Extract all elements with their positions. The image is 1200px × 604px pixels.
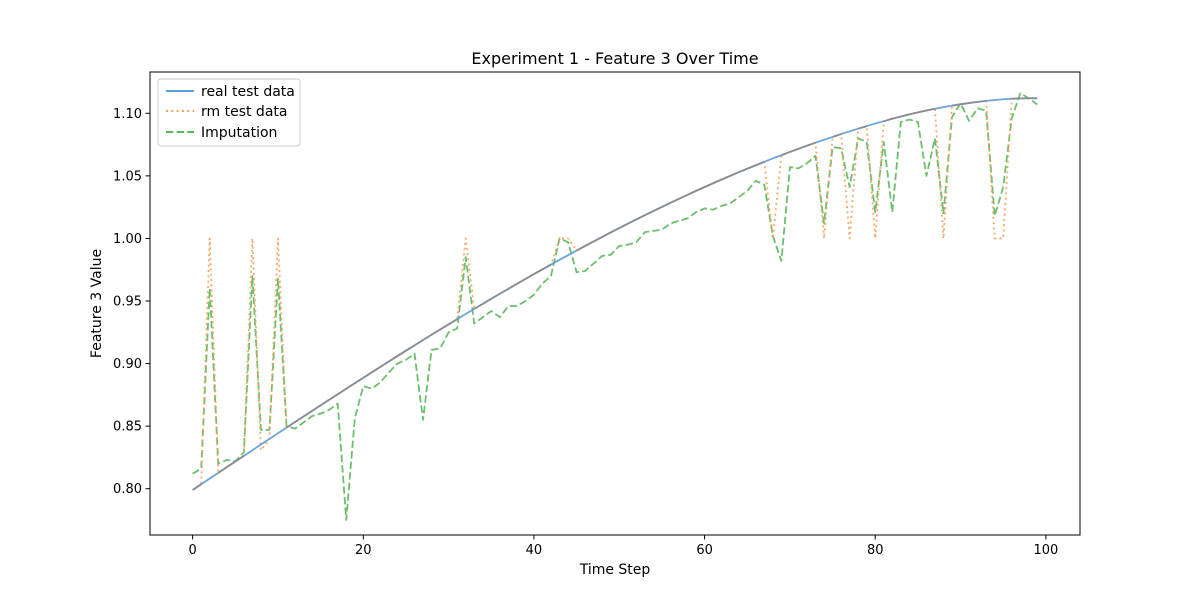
- series-overlap-segment: [192, 483, 202, 491]
- legend-label-imputation: Imputation: [201, 125, 277, 141]
- series-line-imputation: [192, 92, 1038, 521]
- legend-item-imputation: Imputation: [166, 125, 277, 141]
- x-tick-label: 100: [1033, 543, 1058, 558]
- x-axis: 0 20 40 60 80 100: [189, 535, 1058, 558]
- series-layer: [192, 92, 1038, 521]
- y-tick-label: 1.00: [113, 232, 142, 247]
- x-tick-label: 80: [867, 543, 884, 558]
- legend-item-real-test-data: real test data: [166, 84, 295, 100]
- series-overlap-segment: [832, 133, 842, 138]
- series-overlap-segment: [1011, 97, 1038, 100]
- series-overlap-segment: [473, 263, 552, 310]
- series-overlap-segment: [286, 318, 458, 429]
- legend-label-rm-test-data: rm test data: [201, 104, 287, 120]
- y-tick-label: 1.05: [113, 169, 142, 184]
- legend-label-real-test-data: real test data: [201, 84, 295, 100]
- y-tick-label: 0.85: [113, 420, 142, 435]
- plot-frame: [149, 71, 1081, 536]
- legend-box: [157, 78, 301, 147]
- chart-title: Experiment 1 - Feature 3 Over Time: [471, 49, 758, 68]
- x-axis-label: Time Step: [579, 562, 651, 578]
- legend-item-rm-test-data: rm test data: [166, 104, 287, 120]
- plot-area: [149, 71, 1081, 536]
- series-overlap-segment: [857, 125, 867, 130]
- series-overlap-segment: [883, 107, 936, 123]
- x-tick-label: 0: [189, 543, 197, 558]
- x-tick-label: 40: [526, 543, 543, 558]
- y-tick-label: 0.90: [113, 357, 142, 372]
- y-tick-label: 0.80: [113, 482, 142, 497]
- y-axis: 0.80 0.85 0.90 0.95 1.00 1.05 1.10: [113, 107, 150, 497]
- x-tick-label: 20: [355, 543, 372, 558]
- series-overlap-segment: [951, 100, 987, 107]
- series-overlap-segment: [576, 161, 765, 252]
- y-tick-label: 0.95: [113, 294, 142, 309]
- series-overlap-segment: [217, 455, 245, 474]
- y-axis-label: Feature 3 Value: [89, 249, 105, 358]
- legend: real test data rm test data Imputation: [157, 78, 301, 147]
- series-overlap-segment: [781, 141, 816, 157]
- x-tick-label: 60: [696, 543, 713, 558]
- y-tick-label: 1.10: [113, 107, 142, 122]
